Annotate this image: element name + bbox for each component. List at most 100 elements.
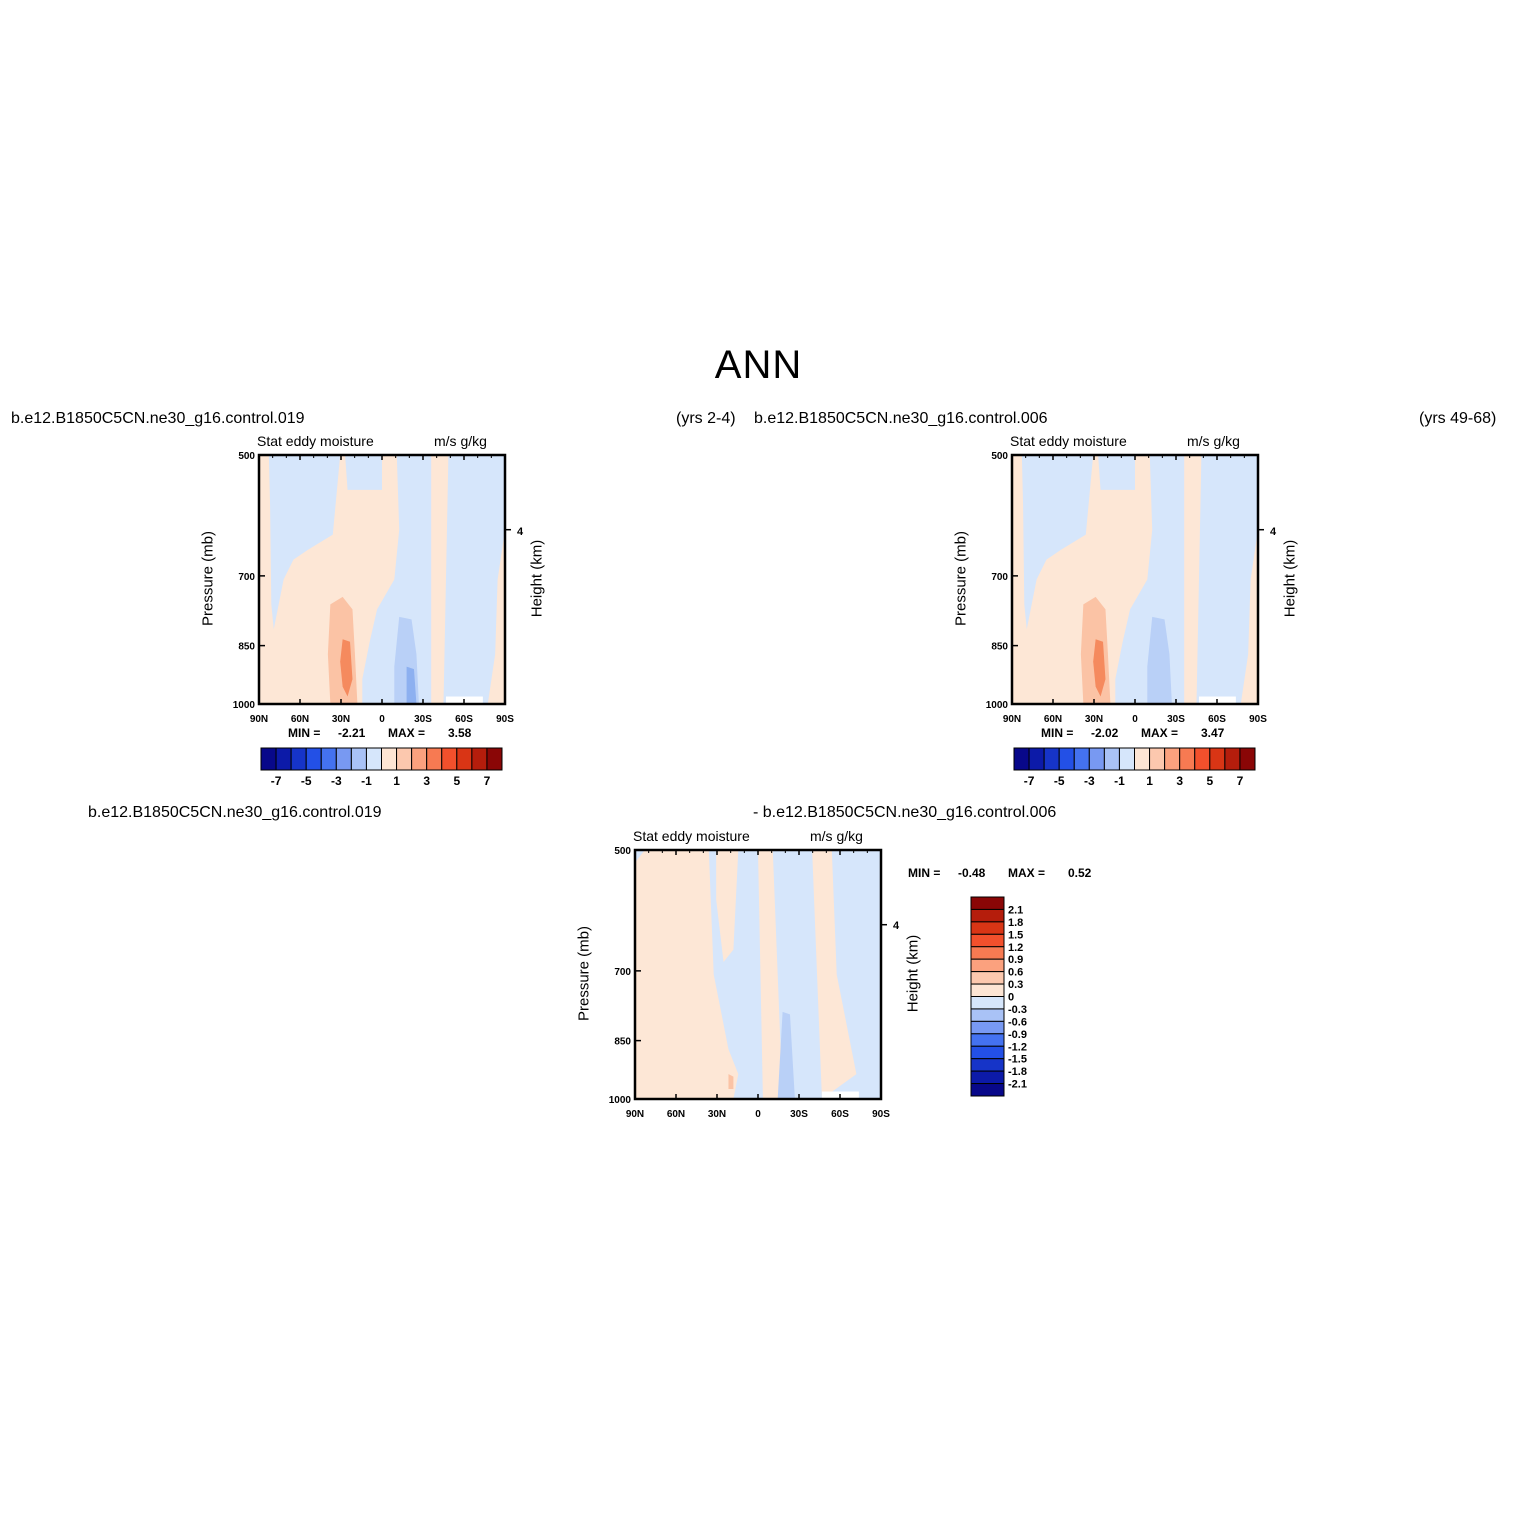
colorbar-label: 0.3 — [1008, 979, 1023, 991]
colorbar-cell — [471, 747, 488, 771]
colorbar-cell — [1073, 747, 1090, 771]
x-tick-label: 30S — [414, 714, 432, 725]
panel2-title-left: Stat eddy moisture — [1010, 433, 1127, 449]
panel1-max-label: MAX = — [388, 726, 426, 740]
colorbar-label: 0 — [1008, 992, 1014, 1004]
colorbar-label: -5 — [301, 774, 312, 788]
colorbar-cell — [1239, 747, 1256, 771]
colorbar-cell — [260, 747, 277, 771]
y-tick-label: 700 — [238, 572, 255, 583]
colorbar-label: 3 — [423, 774, 430, 788]
colorbar-cell — [396, 747, 413, 771]
panel3-max-value: 0.52 — [1068, 866, 1092, 880]
colorbar-cell — [970, 1045, 1005, 1060]
colorbar-cell — [1179, 747, 1196, 771]
colorbar-cell — [381, 747, 398, 771]
colorbar-cell — [411, 747, 428, 771]
colorbar-label: 0.9 — [1008, 954, 1023, 966]
positive-region-4 — [812, 850, 857, 1099]
panel-3-plot — [633, 848, 887, 1101]
colorbar-label: -5 — [1054, 774, 1065, 788]
colorbar-cell — [970, 1008, 1005, 1022]
colorbar-cell — [970, 958, 1005, 973]
colorbar-label: -0.9 — [1008, 1029, 1027, 1041]
x-tick-label: 30N — [708, 1109, 726, 1120]
panel3-min-label: MIN = — [908, 866, 941, 880]
panel1-title-left: Stat eddy moisture — [257, 433, 374, 449]
colorbar-cell — [335, 747, 352, 771]
positive-region — [1012, 455, 1153, 704]
panel3-title-right: m/s g/kg — [810, 828, 863, 844]
panel-2-field — [1012, 455, 1258, 704]
negative-max — [406, 666, 417, 704]
colorbar-cell — [290, 747, 307, 771]
panel2-title-right: m/s g/kg — [1187, 433, 1240, 449]
colorbar-label: 2.1 — [1008, 904, 1023, 916]
years-top-right: (yrs 49-68) — [1419, 410, 1497, 427]
colorbar-label: 1.8 — [1008, 917, 1023, 929]
colorbar-label: -1 — [1114, 774, 1125, 788]
positive-region — [259, 455, 400, 704]
x-tick-label: 0 — [755, 1109, 761, 1120]
panel3-title-left: Stat eddy moisture — [633, 828, 750, 844]
colorbar-cell — [1194, 747, 1211, 771]
panel-1-plot — [257, 453, 511, 706]
negative-core — [1147, 616, 1172, 704]
x-tick-label: 0 — [379, 714, 385, 725]
colorbar-label: -1.8 — [1008, 1066, 1027, 1078]
y-tick-label: 700 — [614, 967, 631, 978]
panel3-max-label: MAX = — [1008, 866, 1046, 880]
colorbar-label: 1.5 — [1008, 929, 1023, 941]
x-tick-label: 60S — [455, 714, 473, 725]
colorbar-2 — [1013, 747, 1256, 771]
colorbar-cell — [320, 747, 337, 771]
positive-region-pole — [1240, 529, 1258, 704]
y-tick-label: 850 — [991, 642, 1008, 653]
x-tick-label: 30N — [1085, 714, 1103, 725]
positive-region-south — [1184, 455, 1202, 704]
colorbar-label: -2.1 — [1008, 1079, 1027, 1091]
colorbar-label: 1.2 — [1008, 942, 1023, 954]
colorbar-cell — [1149, 747, 1166, 771]
x-tick-label: 90S — [872, 1109, 890, 1120]
panel1-title-right: m/s g/kg — [434, 433, 487, 449]
negative-band — [448, 455, 459, 704]
colorbar-label: -1.2 — [1008, 1041, 1027, 1053]
colorbar-cell — [970, 1083, 1005, 1097]
colorbar-label: -7 — [271, 774, 282, 788]
colorbar-cell — [1043, 747, 1060, 771]
colorbar-label: 5 — [1206, 774, 1213, 788]
colorbar-cell — [456, 747, 473, 771]
panel3-min-value: -0.48 — [958, 866, 986, 880]
panel2-max-value: 3.47 — [1201, 726, 1225, 740]
page-title: ANN — [714, 343, 803, 387]
x-tick-label: 30S — [1167, 714, 1185, 725]
positive-spot — [728, 1074, 734, 1090]
positive-region-pole — [487, 529, 505, 704]
colorbar-label: -3 — [1084, 774, 1095, 788]
x-tick-label: 60N — [1044, 714, 1062, 725]
positive-region-3 — [758, 850, 783, 1099]
y-tick-label: 850 — [614, 1037, 631, 1048]
colorbar-cell — [275, 747, 292, 771]
colorbar-cell — [1164, 747, 1181, 771]
years-top-left: (yrs 2-4) — [676, 410, 736, 427]
colorbar-label: 7 — [484, 774, 491, 788]
x-tick-label: 60N — [291, 714, 309, 725]
y-tick-label: 1000 — [609, 1095, 632, 1106]
diff-case-b: - b.e12.B1850C5CN.ne30_g16.control.006 — [753, 804, 1057, 821]
colorbar-cell — [350, 747, 367, 771]
diff-case-a: b.e12.B1850C5CN.ne30_g16.control.019 — [88, 804, 382, 821]
y-tick-label: 500 — [991, 451, 1008, 462]
colorbar-cell — [970, 933, 1005, 948]
positive-region — [635, 850, 739, 1099]
colorbar-cell — [970, 896, 1005, 910]
positive-region-south — [431, 455, 449, 704]
colorbar-cell — [970, 983, 1005, 997]
x-tick-label: 30N — [332, 714, 350, 725]
x-tick-label: 90S — [1249, 714, 1267, 725]
x-tick-label: 0 — [1132, 714, 1138, 725]
colorbar-cell — [970, 971, 1005, 985]
colorbar-label: -7 — [1024, 774, 1035, 788]
x-tick-label: 90N — [250, 714, 268, 725]
